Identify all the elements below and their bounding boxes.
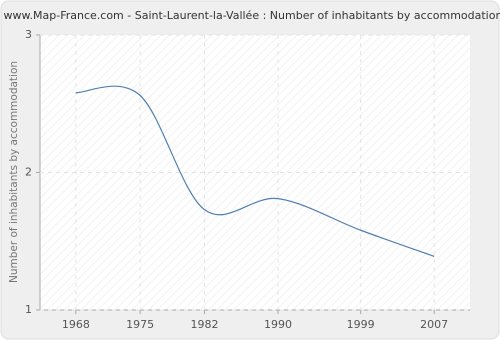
line [75,85,435,257]
plot-area [40,35,470,310]
y-tick-label: 2 [25,166,32,179]
x-tick-label: 1982 [190,318,218,331]
y-tick-label: 3 [25,28,32,41]
x-tick-label: 1999 [347,318,375,331]
x-tick-label: 2007 [420,318,448,331]
y-tick-label: 1 [25,303,32,316]
x-tick-label: 1968 [62,318,90,331]
y-axis-title: Number of inhabitants by accommodation [8,61,20,283]
x-tick-label: 1990 [264,318,292,331]
x-tick-label: 1975 [126,318,154,331]
chart-title: www.Map-France.com - Saint-Laurent-la-Va… [4,9,500,22]
